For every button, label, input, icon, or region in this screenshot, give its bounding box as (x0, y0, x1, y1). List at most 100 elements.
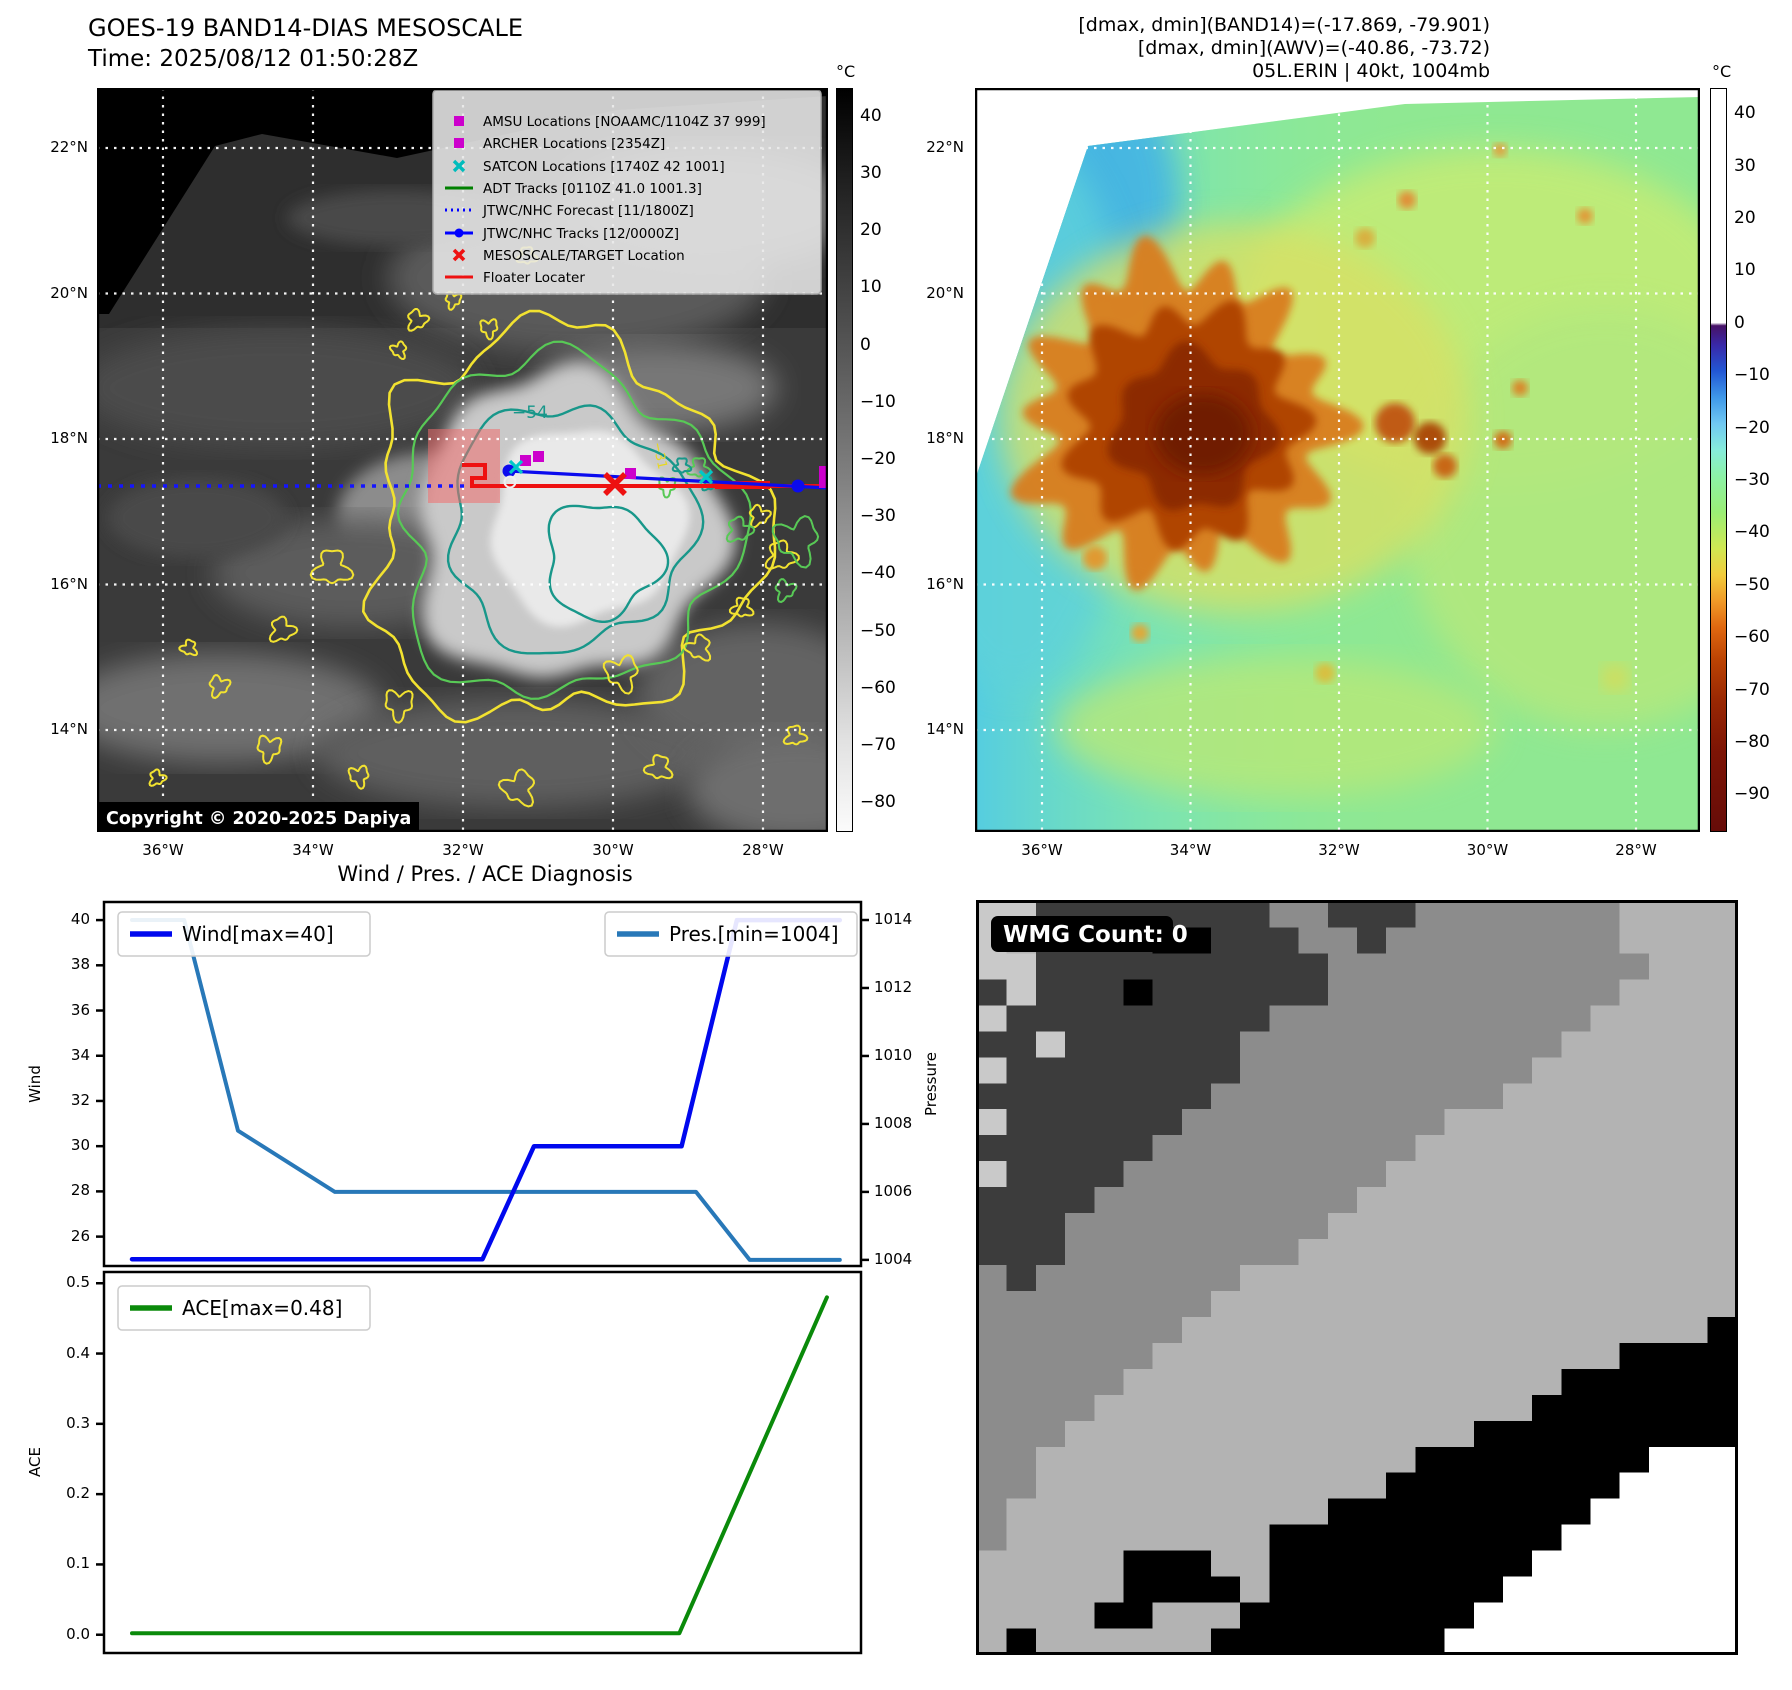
wmg-cell (1503, 1083, 1533, 1110)
dmax-band14: [dmax, dmin](BAND14)=(-17.869, -79.901) (1078, 14, 1490, 36)
wmg-cell (1648, 1368, 1679, 1396)
wmg-cell (1181, 1498, 1212, 1526)
wmg-cell (1240, 1316, 1270, 1344)
wmg-cell (1561, 1005, 1592, 1032)
wmg-cell (1035, 1316, 1066, 1344)
wmg-cell (1648, 1161, 1679, 1188)
wmg-cell (1152, 979, 1183, 1006)
wmg-cell (1473, 1316, 1504, 1344)
wmg-cell (1269, 1135, 1300, 1162)
legend-marker-x (452, 159, 466, 173)
jtwc-track-dot (791, 479, 805, 493)
colorbar-tick-label: −80 (1734, 731, 1770, 752)
wmg-cell (1065, 1628, 1095, 1656)
wmg-cell (1269, 1187, 1300, 1214)
wmg-cell (1444, 1265, 1475, 1292)
wmg-cell (1065, 1420, 1095, 1448)
wmg-cell (1211, 1161, 1241, 1188)
wmg-cell (1006, 1446, 1037, 1474)
wmg-cell (1503, 1135, 1533, 1162)
wmg-cell (1678, 1161, 1708, 1188)
wmg-cell (1444, 1213, 1475, 1240)
colorbar-tick-label: 20 (860, 220, 882, 241)
wmg-cell (1561, 1187, 1592, 1214)
awv-colorbar (1710, 88, 1727, 832)
legend-label: Pres.[min=1004] (669, 922, 839, 946)
wmg-cell (1619, 1342, 1650, 1370)
wmg-cell (1357, 1316, 1387, 1344)
wmg-cell (1211, 1342, 1241, 1370)
wmg-cell (1327, 979, 1358, 1006)
wmg-cell (1065, 1602, 1095, 1630)
contour-line (362, 309, 777, 724)
wmg-cell (1181, 1239, 1212, 1266)
wmg-cell (1532, 1239, 1562, 1266)
wmg-cell (1123, 1472, 1154, 1500)
wmg-cell (1181, 1576, 1212, 1604)
wmg-cell (1707, 1602, 1738, 1630)
wmg-cell (1444, 1135, 1475, 1162)
wmg-cell (1240, 1394, 1270, 1422)
diagnosis-charts: Wind Pressure ACE Wind[max=40] Pres.[min… (26, 900, 940, 1655)
wmg-cell (1006, 1628, 1037, 1656)
charts-title: Wind / Pres. / ACE Diagnosis (337, 862, 633, 886)
wmg-cell (1444, 1005, 1475, 1032)
contour-label: −31 (649, 441, 669, 471)
wmg-count-badge: WMG Count: 0 (991, 916, 1188, 952)
wmg-cell (1590, 1057, 1621, 1084)
contour-blob (384, 689, 414, 724)
wmg-cell (1327, 1316, 1358, 1344)
wmg-cell (1181, 1420, 1212, 1448)
wmg-cell (1415, 1031, 1446, 1058)
wmg-cell (1006, 953, 1037, 980)
wmg-cell (1152, 1291, 1183, 1318)
wmg-cell (1590, 1031, 1621, 1058)
wmg-cell (977, 1498, 1008, 1526)
pressure-tick-label: 1010 (874, 1045, 913, 1064)
lat-tick-label: 20°N (926, 283, 964, 302)
wmg-cell (1123, 1109, 1154, 1136)
wmg-cell (1298, 901, 1329, 929)
wmg-cell (1211, 1031, 1241, 1058)
wmg-cell (1269, 1524, 1300, 1552)
wmg-cell (1503, 1213, 1533, 1240)
wmg-cell (1590, 1161, 1621, 1188)
wmg-cell (1707, 1550, 1738, 1578)
wmg-cell (1065, 1187, 1095, 1214)
wmg-cell (1473, 1291, 1504, 1318)
wmg-cell (1357, 1550, 1387, 1578)
wmg-cell (1327, 1602, 1358, 1630)
wmg-cell (1240, 1161, 1270, 1188)
wmg-cell (1327, 901, 1358, 929)
panel-border (976, 900, 1738, 1655)
wmg-cell (977, 1161, 1008, 1188)
wmg-cell (1240, 1524, 1270, 1552)
track-overlays (97, 451, 828, 496)
wmg-cell (1503, 1498, 1533, 1526)
wmg-cell (1707, 1368, 1738, 1396)
wmg-cell (1094, 1368, 1125, 1396)
wmg-cell (1444, 1628, 1475, 1656)
wmg-cell (1123, 1368, 1154, 1396)
wmg-cell (1678, 1368, 1708, 1396)
wmg-cell (1327, 1342, 1358, 1370)
ace-tick-label: 0.1 (66, 1554, 90, 1573)
wmg-cell (1678, 1498, 1708, 1526)
colorbar-tick-label: −60 (860, 677, 896, 698)
wmg-cell (1006, 1602, 1037, 1630)
wmg-cell (1094, 1316, 1125, 1344)
wmg-cell (1269, 1057, 1300, 1084)
wmg-cell (1298, 1083, 1329, 1110)
wmg-cell (1386, 1602, 1416, 1630)
contour-blob (178, 638, 199, 657)
wmg-cell (1357, 1420, 1387, 1448)
wmg-cell (1619, 1524, 1650, 1552)
wmg-cell (1561, 1602, 1592, 1630)
wmg-cell (1327, 1265, 1358, 1292)
wmg-cell (1707, 1316, 1738, 1344)
wmg-cell (1065, 979, 1095, 1006)
wmg-cell (1444, 1057, 1475, 1084)
wmg-cell (1678, 979, 1708, 1006)
wmg-cell (1532, 1342, 1562, 1370)
wmg-cell (1648, 1057, 1679, 1084)
